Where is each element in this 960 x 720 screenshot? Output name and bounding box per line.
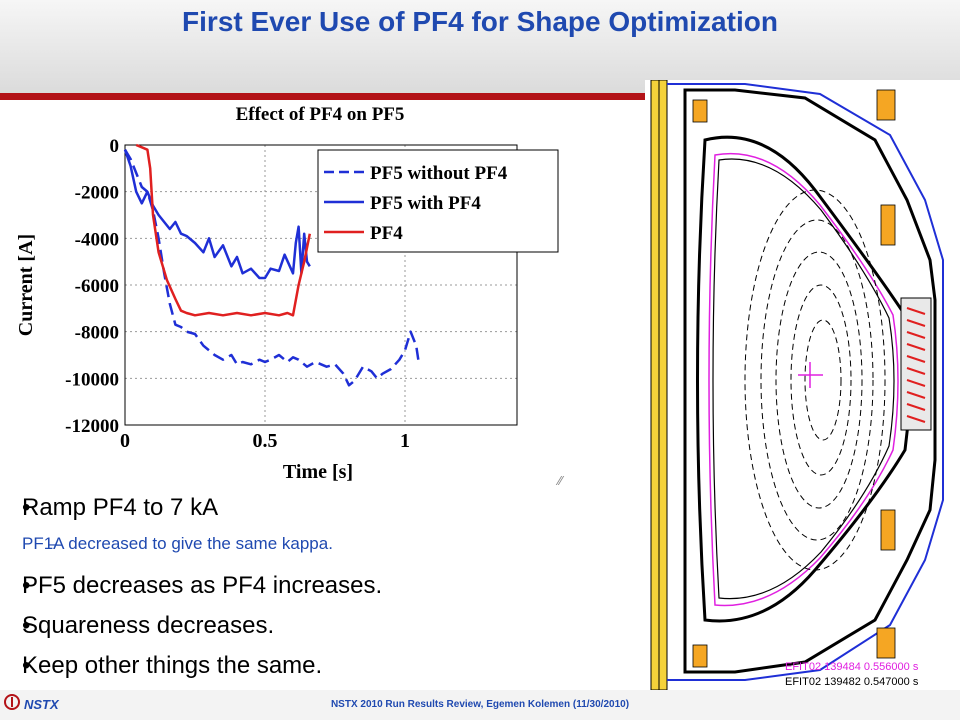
series-line [123,149,311,280]
plasma-boundary-139484 [708,152,899,607]
y-tick-label: -10000 [65,369,119,390]
sub-bullet-item: – PF1A decreased to give the same kappa. [22,534,333,553]
pf4-coil-marks [906,307,926,423]
axis-ticks: 0 0.5 1 0 -2000 -4000 -6000 -8000 -10000 -12000 [65,136,410,452]
x-tick-label: 0 [120,430,130,452]
title-underline [0,93,645,100]
flux-surfaces [744,189,886,571]
series-line [123,149,421,387]
legend-label: PF5 with PF4 [370,193,481,214]
chart-title: Effect of PF4 on PF5 [236,104,405,125]
pf5-chart: Effect of PF4 on PF5 0 0.5 1 0 -2000 -4000 -60… [0,100,575,485]
legend-label: PF5 without PF4 [370,163,508,184]
vessel-wall-outer [667,83,944,681]
passive-plate [900,297,932,431]
bullet-list: Ramp PF4 to 7 kA –PF1A decreased to give… [22,494,642,692]
slide-title: First Ever Use of PF4 for Shape Optimiza… [182,6,778,37]
bullet-item: Squareness decreases. [22,612,642,652]
efit-legend-139482: EFIT02 139482 0.547000 s [785,676,919,688]
chart-legend: PF5 without PF4 PF5 with PF4 PF4 [317,149,559,253]
bullet-item: PF5 decreases as PF4 increases. [22,572,642,612]
resize-grip-icon: ⁄⁄ [558,474,563,488]
x-axis-label: Time [s] [283,461,353,483]
y-tick-label: -2000 [75,183,119,204]
x-tick-label: 0.5 [253,430,278,452]
y-axis-label: Current [A] [15,234,37,336]
y-tick-label: -6000 [75,276,119,297]
x-tick-label: 1 [400,430,410,452]
y-tick-label: -8000 [75,323,119,344]
y-tick-label: 0 [110,136,120,157]
footer-text: NSTX 2010 Run Results Review, Egemen Kol… [330,699,630,710]
nstx-logo-icon [4,694,20,710]
plot-frame [124,144,518,426]
y-tick-label: -4000 [75,229,119,250]
efit-legend-139484: EFIT02 139484 0.556000 s [785,661,919,673]
footer-brand: NSTX [24,697,59,712]
series-line [135,143,312,317]
vessel-wall [683,88,937,674]
footer-bar [0,690,960,720]
y-tick-label: -12000 [65,416,119,437]
pf-coil-stacks [692,89,896,668]
legend-label: PF4 [370,223,403,244]
bullet-item: Keep other things the same. [22,652,642,692]
chart-series [123,143,421,387]
equilibrium-plot: EFIT02 139484 0.556000 s EFIT02 139482 0… [645,80,960,690]
bullet-item: Ramp PF4 to 7 kA [22,494,642,534]
